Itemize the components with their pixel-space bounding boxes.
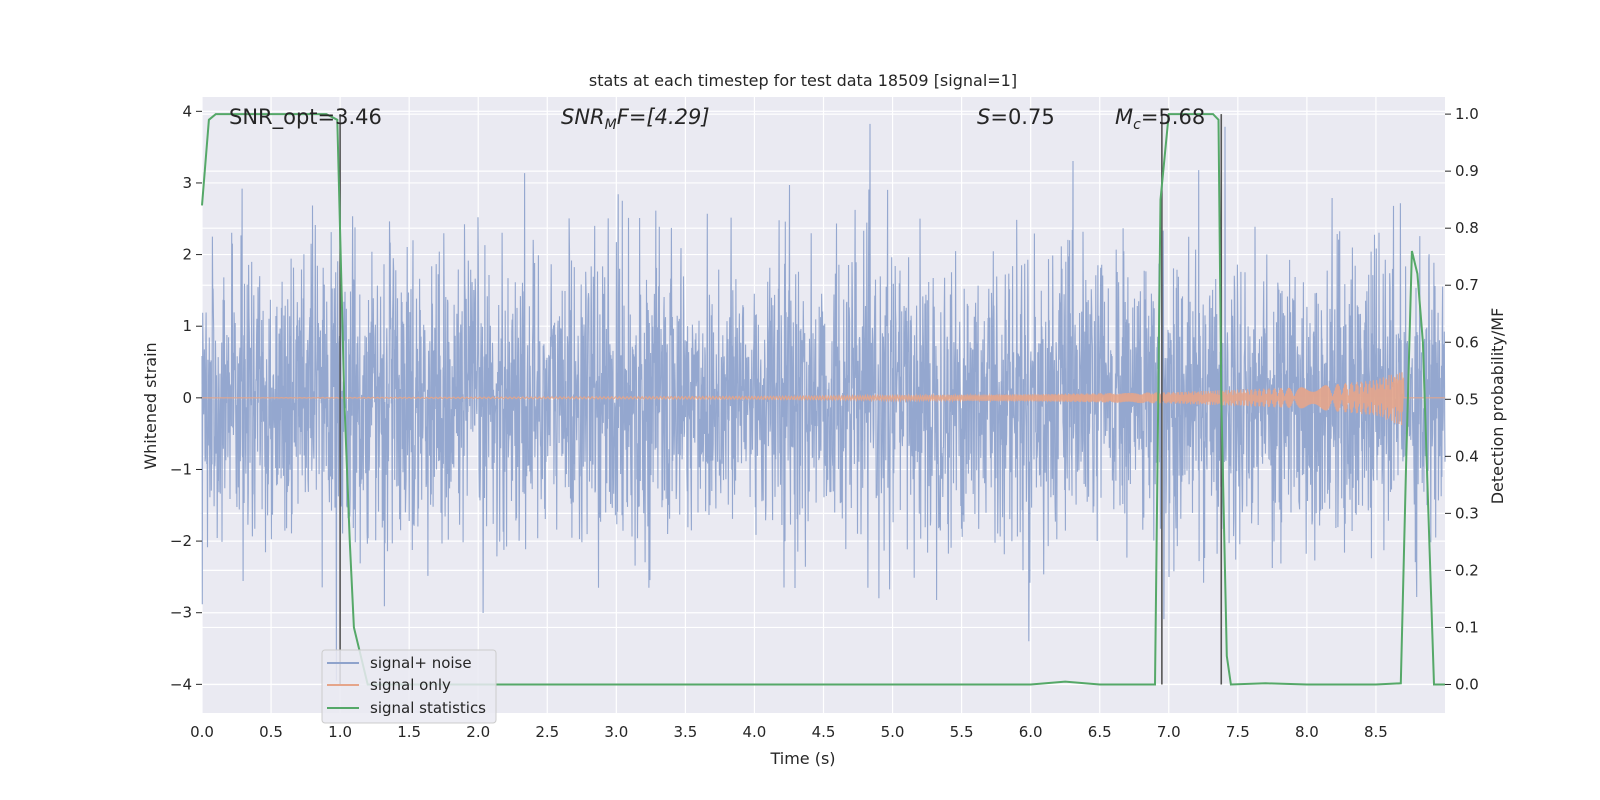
y-right-tick-label: 0.4: [1455, 447, 1479, 465]
x-tick-label: 7.5: [1226, 723, 1250, 741]
y-right-tick-label: 0.5: [1455, 390, 1479, 408]
x-tick-label: 0.0: [190, 723, 214, 741]
x-tick-label: 6.5: [1088, 723, 1112, 741]
y-left-tick-label: −2: [170, 532, 192, 550]
y-left-tick-label: 1: [182, 317, 192, 335]
x-tick-label: 1.0: [328, 723, 352, 741]
x-tick-label: 8.0: [1295, 723, 1319, 741]
y-right-tick-label: 0.9: [1455, 162, 1479, 180]
legend-label-noise: signal+ noise: [370, 654, 472, 672]
y-right-tick-label: 0.6: [1455, 333, 1479, 351]
x-tick-label: 3.5: [673, 723, 697, 741]
legend: signal+ noise signal only signal statist…: [321, 649, 497, 724]
y-axis-right-label: Detection probability/MF: [1488, 308, 1507, 505]
annotation-s-rest: =0.75: [990, 105, 1054, 129]
series-signal-noise: [201, 123, 1446, 681]
annotation-s-name: S: [977, 105, 990, 129]
annotation-snr-mf-name: SNR: [561, 105, 605, 129]
x-axis-ticks: 0.0 0.5 1.0 1.5 2.0 2.5 3.0 3.5 4.0 4.5 5.0 5.5 6.0 6…: [190, 723, 1388, 741]
y-axis-left-ticks: −4 −3 −2 −1 0 1 2 3 4: [170, 102, 202, 693]
x-tick-label: 7.0: [1157, 723, 1181, 741]
annotation-mc-name: M: [1115, 105, 1133, 129]
x-axis-label: Time (s): [769, 749, 835, 768]
x-tick-label: 4.0: [743, 723, 767, 741]
x-tick-label: 6.0: [1019, 723, 1043, 741]
y-right-tick-label: 1.0: [1455, 105, 1479, 123]
x-tick-label: 5.5: [950, 723, 974, 741]
x-tick-label: 3.0: [604, 723, 628, 741]
y-right-tick-label: 0.0: [1455, 675, 1479, 693]
annotation-snr-mf-rest: F=[4.29]: [617, 105, 710, 129]
series-signal-only: [202, 372, 1445, 426]
annotation-snr-opt: SNR_opt=3.46: [229, 105, 382, 130]
y-right-tick-label: 0.1: [1455, 618, 1479, 636]
annotation-mc-sub: c: [1133, 117, 1141, 133]
y-left-tick-label: −1: [170, 460, 192, 478]
annotation-snr-mf-sub: M: [605, 117, 617, 133]
y-left-tick-label: 2: [182, 246, 192, 264]
x-tick-label: 8.5: [1364, 723, 1388, 741]
series-signal-statistics: [201, 113, 1445, 686]
legend-box: [321, 649, 497, 724]
x-tick-label: 2.5: [535, 723, 559, 741]
annotation-mc: Mc=5.68: [1115, 105, 1205, 133]
series-line-signal-only: [202, 372, 1445, 426]
chart-title: stats at each timestep for test data 185…: [589, 71, 1017, 90]
y-left-tick-label: −4: [170, 675, 192, 693]
y-right-tick-label: 0.2: [1455, 561, 1479, 579]
x-tick-label: 4.5: [812, 723, 836, 741]
x-tick-label: 0.5: [259, 723, 283, 741]
y-left-tick-label: 3: [182, 174, 192, 192]
x-tick-label: 2.0: [466, 723, 490, 741]
annotation-s: S=0.75: [977, 105, 1055, 129]
x-tick-label: 1.5: [397, 723, 421, 741]
y-right-tick-label: 0.8: [1455, 219, 1479, 237]
legend-label-signal: signal only: [370, 676, 451, 694]
legend-label-stats: signal statistics: [370, 699, 486, 717]
annotation-mc-rest: =5.68: [1141, 105, 1205, 129]
y-axis-right-ticks: 0.0 0.1 0.2 0.3 0.4 0.5 0.6 0.7 0.8 0.9 1.0: [1445, 105, 1479, 693]
y-right-tick-label: 0.3: [1455, 504, 1479, 522]
series-line-signal-noise: [201, 123, 1446, 681]
y-axis-left-label: Whitened strain: [141, 342, 160, 469]
y-left-tick-label: −3: [170, 604, 192, 622]
x-tick-label: 5.0: [881, 723, 905, 741]
y-left-tick-label: 4: [182, 102, 192, 120]
y-left-tick-label: 0: [182, 389, 192, 407]
series-line-signal-statistics: [201, 113, 1445, 686]
y-right-tick-label: 0.7: [1455, 276, 1479, 294]
annotation-snr-mf: SNRMF=[4.29]: [561, 105, 710, 133]
